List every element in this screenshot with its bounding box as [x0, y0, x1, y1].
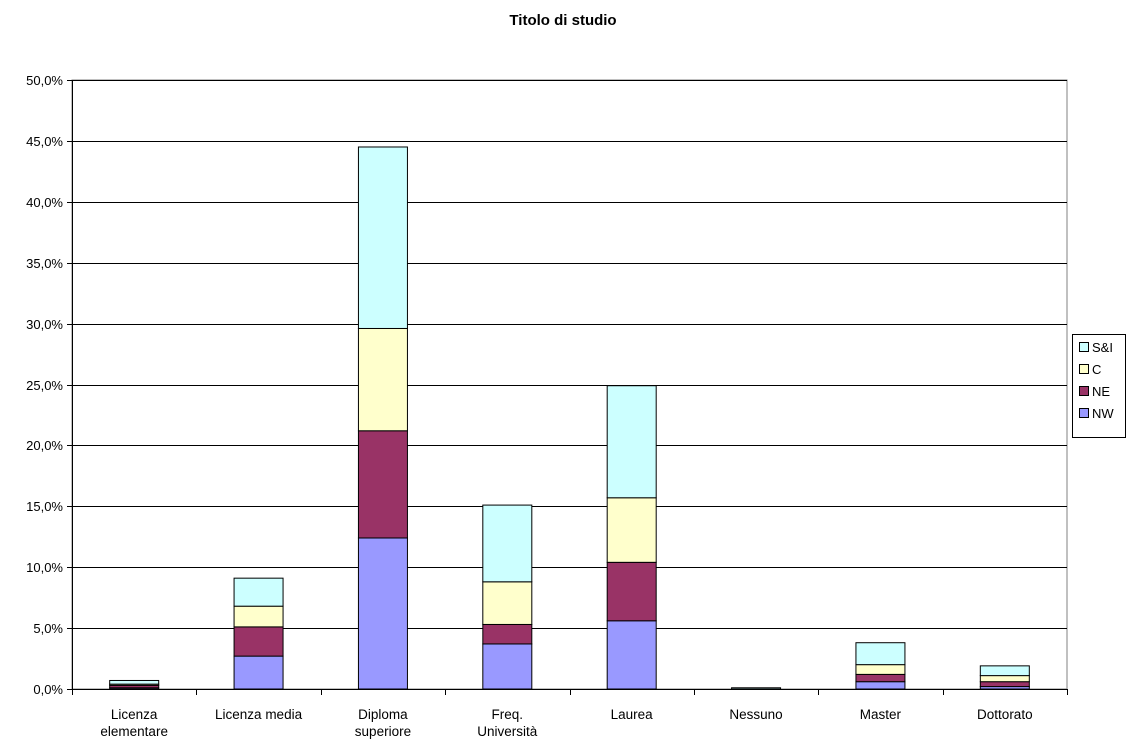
bar-segment: [979, 665, 1030, 677]
y-tick-label: 0,0%: [33, 682, 63, 697]
bar-segment: [606, 385, 657, 499]
y-tick-label: 25,0%: [26, 378, 63, 393]
bar-segment: [109, 679, 160, 685]
bar-segment: [482, 643, 533, 690]
y-tick-labels: 0,0% 5,0% 10,0% 15,0% 20,0% 25,0% 30,0% 35,0% 40…: [26, 73, 63, 697]
legend-swatch: [1079, 364, 1089, 374]
y-tick-label: 5,0%: [33, 621, 63, 636]
chart-title: Titolo di studio: [509, 12, 616, 29]
y-tick-label: 50,0%: [26, 73, 63, 88]
bar-segment: [855, 681, 906, 690]
legend-label: NE: [1092, 384, 1110, 399]
bar-segment: [855, 664, 906, 675]
bar-segment: [855, 673, 906, 683]
bar-segment: [979, 675, 1030, 683]
legend-label: NW: [1092, 406, 1114, 421]
x-tick-label: Nessuno: [729, 707, 782, 722]
bar-segment: [606, 561, 657, 622]
y-tick-label: 15,0%: [26, 499, 63, 514]
x-tick-label: Licenza media: [215, 707, 303, 722]
bar-segment: [606, 620, 657, 690]
bar-segment: [979, 681, 1030, 688]
bar-segment: [482, 504, 533, 583]
x-tick-label: Licenza: [111, 707, 158, 722]
bars: [109, 146, 1030, 690]
bar-segment: [233, 626, 284, 657]
x-tick-label: elementare: [100, 724, 168, 739]
y-tick-label: 35,0%: [26, 256, 63, 271]
legend-swatch: [1079, 408, 1089, 418]
bar-segment: [855, 642, 906, 666]
y-tick-label: 10,0%: [26, 560, 63, 575]
bar-segment: [357, 146, 408, 329]
legend-swatch: [1079, 342, 1089, 352]
gridlines: [71, 79, 1068, 690]
bar-segment: [357, 327, 408, 432]
bar-segment: [357, 430, 408, 539]
x-tick-label: superiore: [355, 724, 411, 739]
x-tick-label: Laurea: [611, 707, 654, 722]
bar-segment: [233, 605, 284, 628]
x-tick-label: Diploma: [358, 707, 408, 722]
bar-segment: [482, 581, 533, 625]
x-tick-label: Master: [860, 707, 902, 722]
axes: [67, 80, 1068, 695]
legend-label: S&I: [1092, 340, 1113, 355]
y-tick-label: 45,0%: [26, 134, 63, 149]
y-tick-label: 40,0%: [26, 195, 63, 210]
x-tick-label: Freq.: [492, 707, 524, 722]
y-tick-label: 20,0%: [26, 438, 63, 453]
x-tick-labels: Licenza elementare Licenza media Diploma sup…: [100, 707, 1032, 739]
bar-segment: [606, 497, 657, 563]
bar-segment: [731, 687, 782, 690]
x-tick-label: Università: [477, 724, 538, 739]
plot-area: [71, 79, 1068, 690]
bar-segment: [233, 577, 284, 607]
legend: S&I C NE NW: [1072, 334, 1126, 438]
bar-segment: [482, 623, 533, 645]
x-tick-label: Dottorato: [977, 707, 1033, 722]
legend-swatch: [1079, 386, 1089, 396]
y-tick-label: 30,0%: [26, 317, 63, 332]
bar-segment: [357, 537, 408, 690]
bar-segment: [233, 655, 284, 690]
legend-label: C: [1092, 362, 1101, 377]
